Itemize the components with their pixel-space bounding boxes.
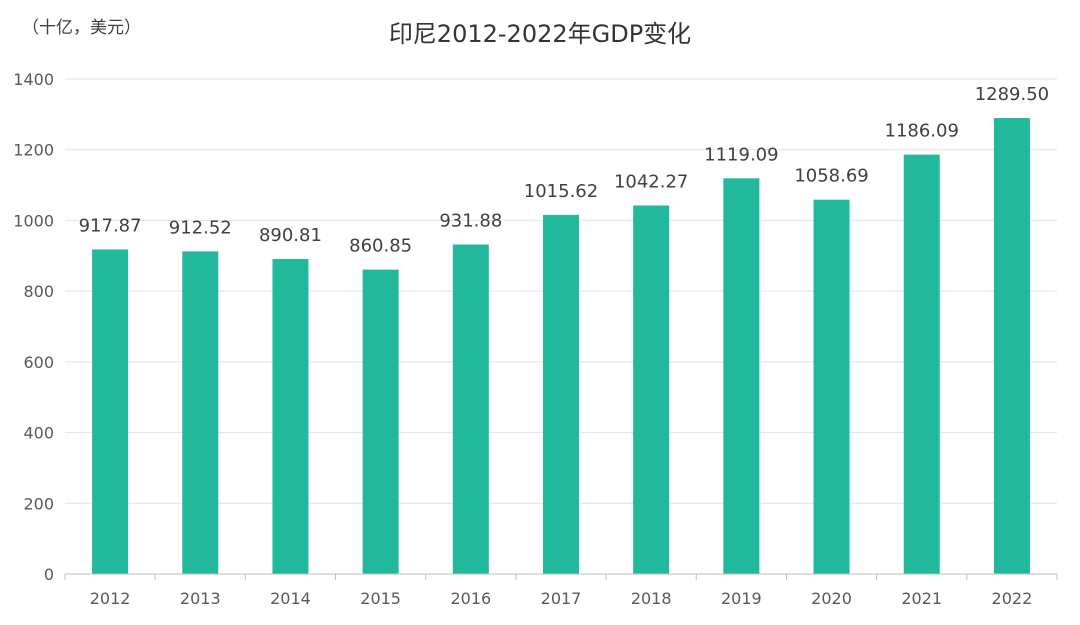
y-axis-ticks: 0 200 400 600 800 1000 1200 1400 bbox=[13, 70, 54, 584]
x-tick-label: 2019 bbox=[721, 589, 762, 608]
x-tick-label: 2013 bbox=[180, 589, 221, 608]
bar bbox=[813, 199, 850, 574]
x-axis: 2012 2013 2014 2015 2016 2017 2018 2019 2020 2021… bbox=[64, 573, 1058, 608]
y-tick-label: 200 bbox=[23, 494, 54, 513]
x-tick-label: 2018 bbox=[631, 589, 672, 608]
bar bbox=[723, 178, 760, 574]
data-label: 917.87 bbox=[79, 215, 142, 236]
data-label: 860.85 bbox=[349, 236, 412, 257]
y-tick-label: 600 bbox=[23, 353, 54, 372]
bar bbox=[362, 269, 399, 574]
bar bbox=[633, 205, 670, 575]
data-label: 1186.09 bbox=[885, 121, 959, 142]
data-label: 931.88 bbox=[439, 211, 502, 232]
chart-title: 印尼2012-2022年GDP变化 bbox=[389, 20, 691, 48]
bar bbox=[452, 244, 489, 574]
data-label: 1042.27 bbox=[614, 171, 688, 192]
data-label: 912.52 bbox=[169, 217, 232, 238]
data-label: 1119.09 bbox=[704, 144, 778, 165]
x-tick-label: 2021 bbox=[901, 589, 942, 608]
x-tick-label: 2022 bbox=[992, 589, 1033, 608]
y-tick-label: 1000 bbox=[13, 211, 54, 230]
x-tick-label: 2016 bbox=[450, 589, 491, 608]
x-tick-label: 2020 bbox=[811, 589, 852, 608]
data-label: 1058.69 bbox=[794, 166, 868, 187]
bars bbox=[92, 118, 1030, 575]
bar bbox=[182, 251, 219, 574]
data-label: 1015.62 bbox=[524, 181, 598, 202]
x-tick-label: 2017 bbox=[541, 589, 582, 608]
bar bbox=[272, 259, 309, 574]
y-tick-label: 1200 bbox=[13, 141, 54, 160]
x-tick-label: 2015 bbox=[360, 589, 401, 608]
data-labels: 917.87 912.52 890.81 860.85 931.88 1015.62 104… bbox=[79, 84, 1050, 257]
y-tick-label: 1400 bbox=[13, 70, 54, 89]
y-tick-label: 800 bbox=[23, 282, 54, 301]
x-tick-label: 2014 bbox=[270, 589, 311, 608]
y-tick-label: 400 bbox=[23, 424, 54, 443]
bar bbox=[543, 214, 579, 574]
y-unit-label: （十亿，美元） bbox=[22, 18, 141, 38]
bar bbox=[903, 154, 940, 575]
bar bbox=[993, 118, 1030, 574]
x-tick-label: 2012 bbox=[90, 589, 131, 608]
bar bbox=[92, 249, 129, 574]
data-label: 890.81 bbox=[259, 225, 322, 246]
y-tick-label: 0 bbox=[44, 565, 54, 584]
data-label: 1289.50 bbox=[975, 84, 1049, 105]
